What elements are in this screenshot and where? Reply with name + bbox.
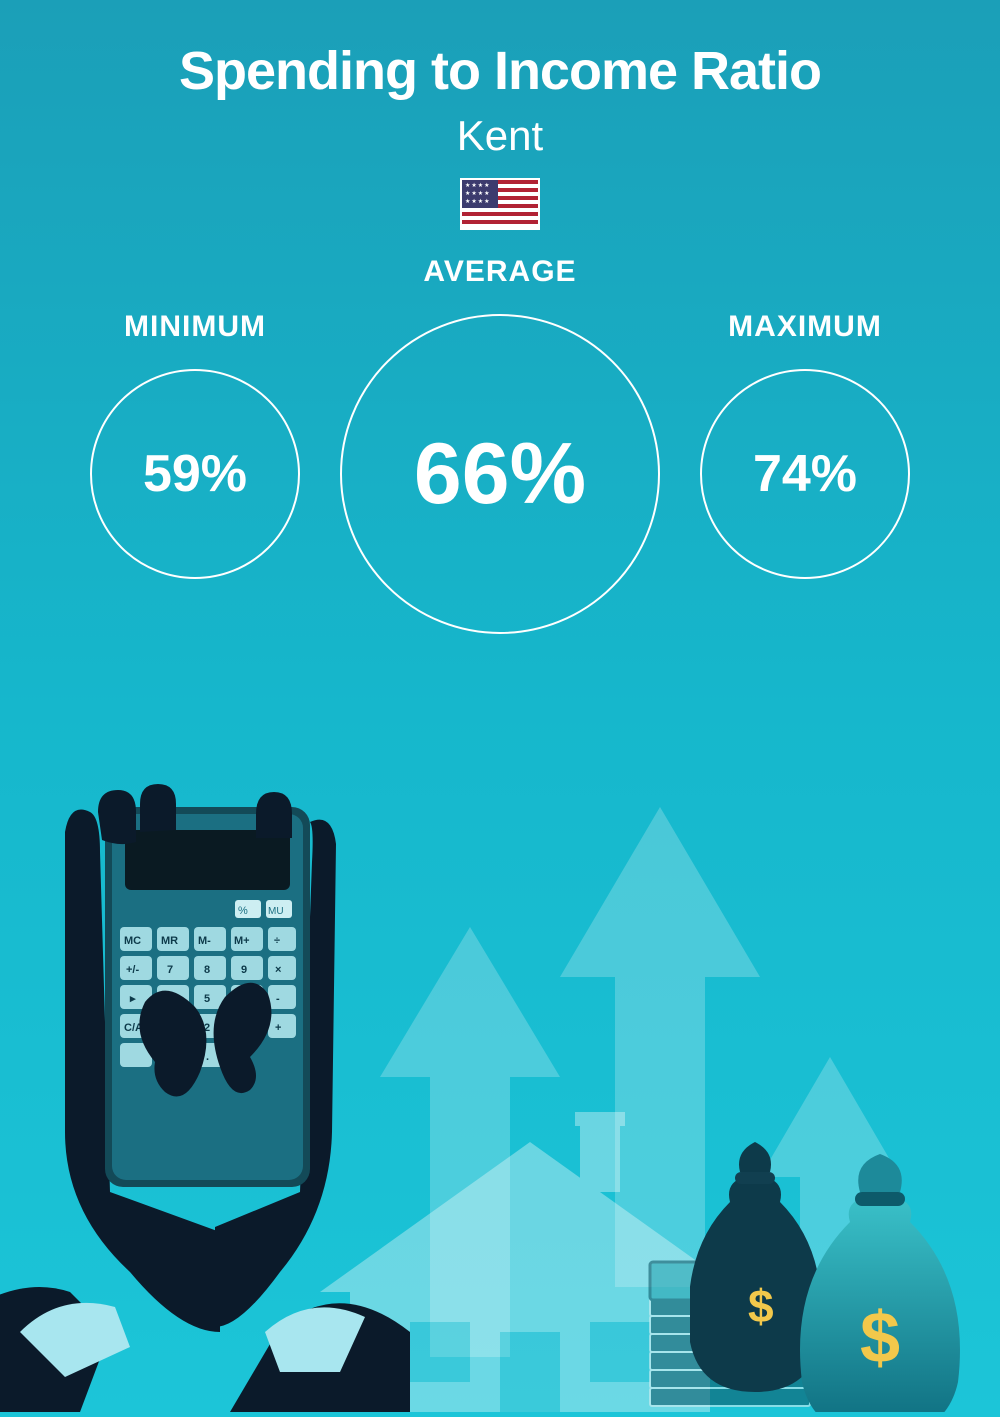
svg-text:MU: MU	[268, 906, 284, 917]
svg-text:MR: MR	[161, 935, 178, 947]
svg-text:÷: ÷	[274, 935, 280, 947]
svg-text:8: 8	[204, 964, 210, 976]
location-name: Kent	[0, 112, 1000, 160]
stats-row: MINIMUM 59% AVERAGE 66% MAXIMUM 74%	[0, 310, 1000, 634]
stat-average-circle: 66%	[340, 314, 660, 634]
svg-text:MC: MC	[124, 935, 141, 947]
stat-maximum: MAXIMUM 74%	[700, 310, 910, 579]
svg-text:$: $	[748, 1280, 774, 1332]
svg-text:×: ×	[275, 964, 281, 976]
stat-average-label: AVERAGE	[340, 255, 660, 289]
stat-minimum: MINIMUM 59%	[90, 310, 300, 579]
svg-text:5: 5	[204, 993, 210, 1005]
svg-text:7: 7	[167, 964, 173, 976]
hands-calculator-icon: % MU MCMRM-M+÷ +/-789× ▸456- C/A123+ 0.	[0, 772, 440, 1417]
stat-maximum-circle: 74%	[700, 369, 910, 579]
page-title: Spending to Income Ratio	[0, 40, 1000, 102]
stat-maximum-label: MAXIMUM	[700, 310, 910, 344]
svg-text:$: $	[860, 1298, 900, 1378]
usa-flag-icon	[460, 178, 540, 230]
stat-average: AVERAGE 66%	[340, 255, 660, 634]
svg-text:+/-: +/-	[126, 964, 139, 976]
svg-text:.: .	[206, 1051, 209, 1063]
stat-minimum-label: MINIMUM	[90, 310, 300, 344]
svg-text:-: -	[276, 993, 280, 1005]
illustration-area: $ $	[0, 797, 1000, 1417]
stat-minimum-value: 59%	[143, 444, 247, 504]
stat-minimum-circle: 59%	[90, 369, 300, 579]
svg-text:+: +	[275, 1022, 281, 1034]
svg-text:M-: M-	[198, 935, 211, 947]
svg-text:9: 9	[241, 964, 247, 976]
money-bags-icon: $ $	[690, 1122, 970, 1417]
svg-text:▸: ▸	[129, 993, 136, 1005]
svg-text:M+: M+	[234, 935, 250, 947]
stat-average-value: 66%	[414, 425, 586, 524]
svg-text:%: %	[238, 905, 248, 917]
stat-maximum-value: 74%	[753, 444, 857, 504]
